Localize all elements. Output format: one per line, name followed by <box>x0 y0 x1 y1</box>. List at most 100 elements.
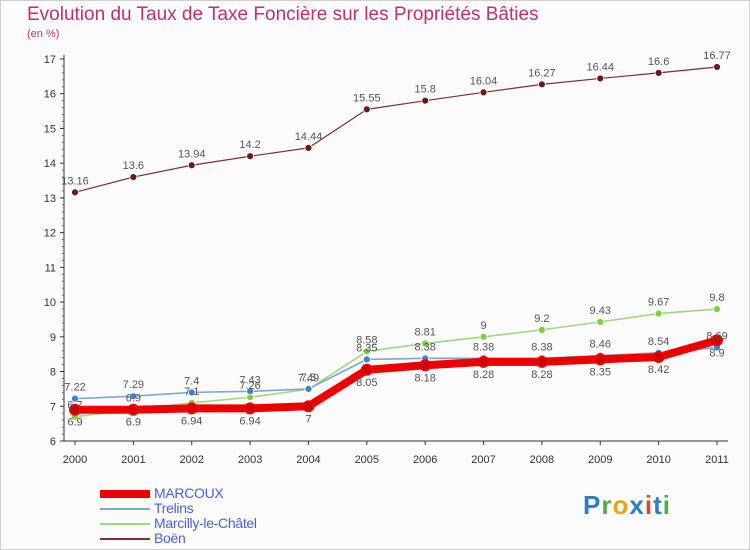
data-point <box>477 355 490 368</box>
axes: 6 7 8 9 10 11 12 13 14 15 16 17 2000 2001 2002 2003 2004… <box>44 54 729 466</box>
data-label: 15.8 <box>414 84 435 96</box>
data-label: 6.94 <box>181 415 202 427</box>
logo-letter: P <box>583 490 602 520</box>
x-tick-label: 2001 <box>121 454 145 466</box>
logo-letter: o <box>612 490 630 520</box>
y-tick-label: 6 <box>50 436 56 448</box>
data-label: 13.6 <box>123 160 144 172</box>
x-tick-label: 2010 <box>646 454 670 466</box>
y-tick-label: 15 <box>44 123 56 135</box>
y-tick-label: 9 <box>50 332 56 344</box>
data-point <box>302 400 315 413</box>
x-tick-label: 2003 <box>238 454 262 466</box>
data-point <box>652 350 665 363</box>
data-label: 14.2 <box>239 139 260 151</box>
logo-letter: x <box>629 490 645 520</box>
data-point <box>246 152 254 161</box>
data-label: 8.58 <box>356 334 377 346</box>
x-tick-label: 2006 <box>413 454 437 466</box>
data-label: 16.6 <box>648 56 669 68</box>
data-label: 16.44 <box>587 61 615 73</box>
y-tick-label: 16 <box>44 89 56 101</box>
legend-swatch <box>100 508 150 510</box>
unit-label: (en %) <box>27 28 60 40</box>
data-label: 8.35 <box>590 366 611 378</box>
data-point <box>246 387 254 396</box>
data-point <box>538 80 546 89</box>
data-label: 16.04 <box>470 75 498 87</box>
series-lines <box>74 66 719 418</box>
data-point <box>594 353 607 366</box>
data-label: 16.77 <box>703 50 731 62</box>
y-tick-label: 14 <box>44 158 56 170</box>
logo-letter: i <box>644 490 654 520</box>
legend-label: Trelins <box>154 500 194 516</box>
data-label: 9.43 <box>590 305 611 317</box>
data-point <box>69 403 81 416</box>
data-label: 8.38 <box>531 341 552 353</box>
data-point <box>713 305 721 313</box>
data-point <box>362 105 371 114</box>
y-tick-label: 11 <box>45 262 56 274</box>
y-tick-label: 10 <box>44 297 56 309</box>
data-point <box>127 403 140 416</box>
point-labels: 13.16 13.6 13.94 14.2 14.44 15.55 15.8 16.04 16.… <box>61 50 731 429</box>
y-tick-label: 7 <box>50 401 56 413</box>
data-label: 13.94 <box>178 148 206 160</box>
data-point <box>654 68 663 77</box>
data-label: 7.26 <box>239 380 260 392</box>
x-tick-label: 2011 <box>705 454 729 466</box>
data-label: 7 <box>305 413 311 425</box>
data-point <box>419 359 432 372</box>
series-line <box>74 308 718 418</box>
data-point <box>711 334 723 347</box>
data-label: 9.67 <box>648 297 669 309</box>
data-label: 13.16 <box>61 175 89 187</box>
data-point <box>421 339 430 348</box>
data-label: 6.9 <box>126 393 141 405</box>
data-point <box>71 188 79 197</box>
data-label: 8.18 <box>414 372 435 384</box>
data-point <box>713 63 721 71</box>
x-tick-label: 2000 <box>63 454 87 466</box>
series-line <box>74 66 718 193</box>
legend-swatch <box>100 490 150 498</box>
data-label: 8.46 <box>590 339 611 351</box>
logo-letter: i <box>662 490 671 520</box>
x-tick-label: 2009 <box>588 454 612 466</box>
data-label: 7.29 <box>123 379 144 391</box>
data-label: 8.38 <box>414 341 435 353</box>
x-tick-label: 2008 <box>530 454 554 466</box>
legend-label: Marcilly-le-Châtel <box>154 515 257 531</box>
data-point <box>421 96 430 105</box>
data-point <box>479 88 488 97</box>
data-label: 6.7 <box>67 400 82 412</box>
data-label: 9 <box>480 320 486 332</box>
legend-label: Boën <box>154 530 186 546</box>
logo-letter: r <box>601 490 613 520</box>
y-tick-label: 12 <box>44 228 56 240</box>
data-point <box>538 325 546 334</box>
x-tick-label: 2005 <box>355 454 379 466</box>
y-tick-label: 17 <box>44 54 56 66</box>
data-label: 8.38 <box>473 341 494 353</box>
data-point <box>71 394 79 403</box>
proxiti-logo: Proxiti <box>583 490 671 521</box>
data-point <box>596 74 605 83</box>
legend-swatch <box>100 538 150 540</box>
data-label: 7.43 <box>239 374 260 386</box>
logo-letter: t <box>653 490 663 520</box>
data-label: 7.1 <box>184 386 199 398</box>
data-label: 8.35 <box>356 342 377 354</box>
data-point <box>187 161 196 170</box>
data-point <box>304 144 313 152</box>
data-label: 6.94 <box>239 415 260 427</box>
data-point <box>596 317 605 326</box>
data-label: 8.42 <box>648 364 669 376</box>
x-tick-label: 2004 <box>296 454 320 466</box>
x-tick-label: 2007 <box>471 454 495 466</box>
data-point <box>129 392 138 401</box>
data-label: 9.8 <box>709 292 724 304</box>
